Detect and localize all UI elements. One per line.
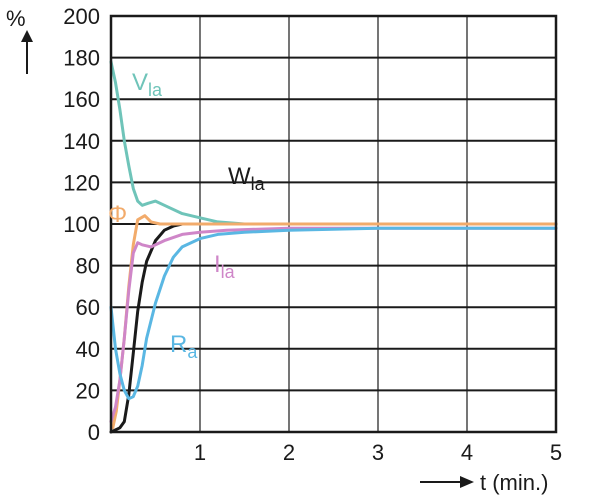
y-axis-label: % [6,6,26,31]
x-tick-label: 4 [461,440,473,465]
y-tick-label: 200 [63,4,100,29]
y-tick-label: 0 [88,420,100,445]
series-line [109,60,558,226]
series-line [109,226,558,424]
y-tick-label: 120 [63,170,100,195]
x-tick-label: 2 [283,440,295,465]
plot-frame [109,14,558,434]
y-axis-arrow-icon [21,30,33,42]
x-axis-label: t (min.) [480,470,548,495]
series-label: Ra [170,331,198,362]
y-tick-label: 160 [63,87,100,112]
series-label: Ila [214,251,236,282]
x-tick-label: 1 [194,440,206,465]
y-axis-title: % [6,6,33,74]
y-tick-label: 100 [63,212,100,237]
y-tick-label: 80 [76,254,100,279]
series-label: Φ [108,201,127,228]
series-lines [109,60,558,434]
x-axis-arrow-icon [460,476,474,488]
series-line [109,226,558,401]
y-tick-label: 180 [63,46,100,71]
x-tick-label: 3 [372,440,384,465]
series-label: Wla [228,163,266,194]
y-tick-label: 20 [76,378,100,403]
tick-labels: 0 20 40 60 80 100 120 140 160 180 200 1 2 3 4 5 [63,4,562,465]
plot-border [109,14,558,434]
series-label: Vla [132,69,163,100]
series-line [111,214,558,430]
y-tick-label: 140 [63,129,100,154]
series-labels: Vla Wla Φ Ila Ra [108,69,266,362]
series-line [109,222,558,434]
x-tick-label: 5 [550,440,562,465]
x-axis-title: t (min.) [420,470,548,495]
y-tick-label: 40 [76,337,100,362]
y-tick-label: 60 [76,295,100,320]
